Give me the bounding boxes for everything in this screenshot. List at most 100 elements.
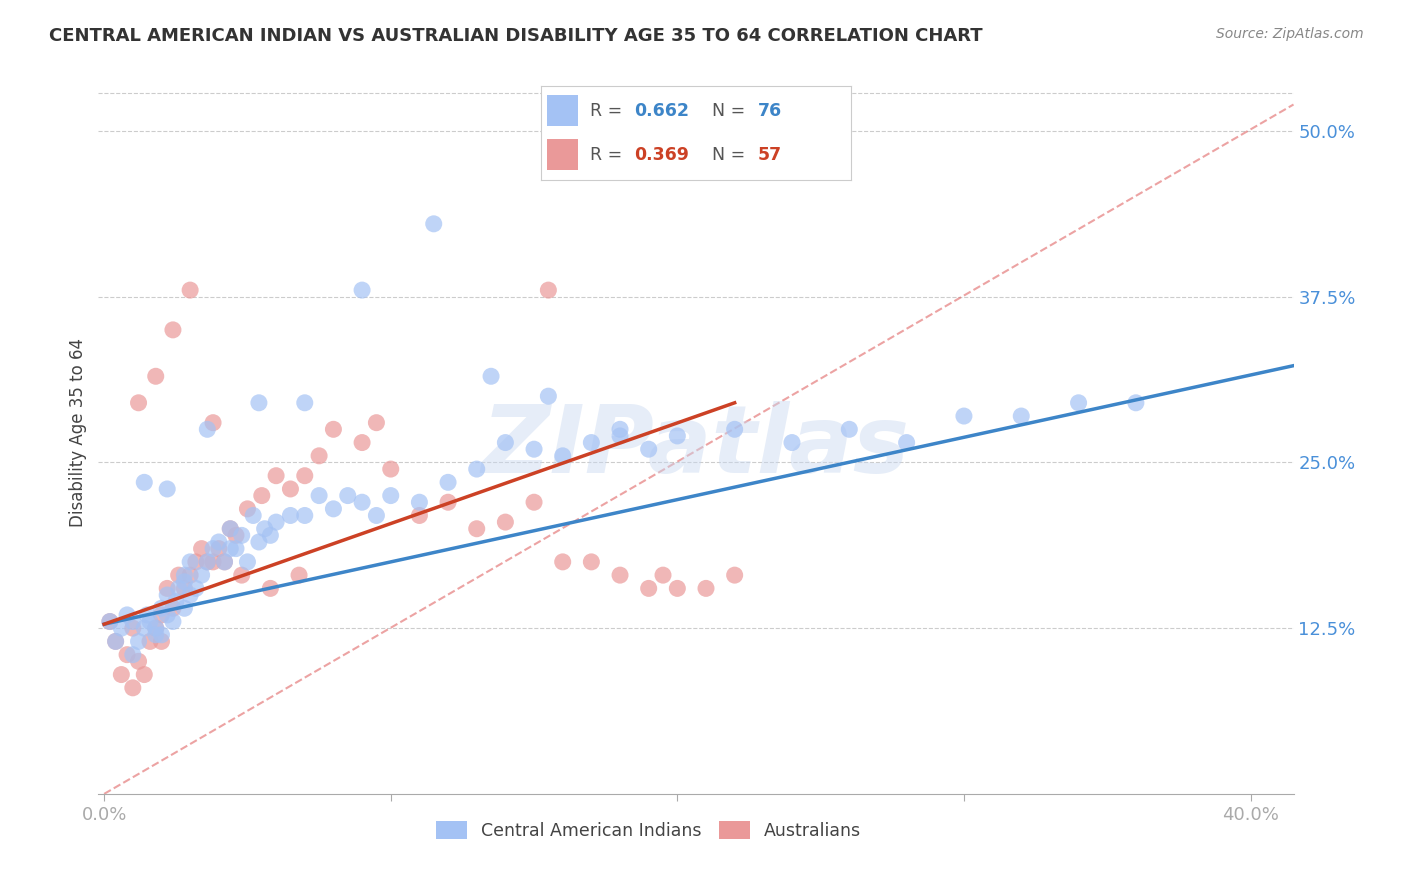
- Text: Source: ZipAtlas.com: Source: ZipAtlas.com: [1216, 27, 1364, 41]
- Point: [150, 607, 173, 622]
- Point: [259, 582, 281, 596]
- Point: [145, 628, 167, 642]
- Point: [247, 535, 270, 549]
- Point: [294, 396, 316, 410]
- Point: [336, 489, 359, 503]
- Point: [288, 568, 311, 582]
- Point: [195, 555, 218, 569]
- Point: [637, 582, 659, 596]
- Point: [121, 681, 143, 695]
- Point: [219, 541, 242, 556]
- Point: [366, 416, 388, 430]
- Point: [280, 508, 302, 523]
- Point: [780, 435, 803, 450]
- Point: [280, 482, 302, 496]
- Point: [219, 522, 242, 536]
- Point: [953, 409, 976, 423]
- Point: [465, 522, 488, 536]
- Point: [294, 508, 316, 523]
- Point: [104, 634, 127, 648]
- Point: [128, 396, 150, 410]
- Point: [195, 422, 218, 436]
- Point: [150, 601, 173, 615]
- Point: [352, 435, 374, 450]
- Point: [264, 468, 287, 483]
- Point: [236, 501, 259, 516]
- Point: [128, 654, 150, 668]
- Point: [190, 568, 212, 582]
- Point: [134, 621, 156, 635]
- Point: [494, 435, 516, 450]
- Point: [896, 435, 918, 450]
- Point: [609, 422, 631, 436]
- Point: [156, 607, 179, 622]
- Text: CENTRAL AMERICAN INDIAN VS AUSTRALIAN DISABILITY AGE 35 TO 64 CORRELATION CHART: CENTRAL AMERICAN INDIAN VS AUSTRALIAN DI…: [49, 27, 983, 45]
- Point: [264, 515, 287, 529]
- Point: [150, 628, 173, 642]
- Point: [202, 555, 225, 569]
- Point: [231, 528, 253, 542]
- Point: [136, 607, 159, 622]
- Point: [838, 422, 860, 436]
- Point: [214, 555, 236, 569]
- Point: [352, 495, 374, 509]
- Point: [322, 422, 344, 436]
- Text: ZIPatlas: ZIPatlas: [482, 401, 910, 493]
- Point: [195, 555, 218, 569]
- Point: [666, 582, 689, 596]
- Point: [145, 621, 167, 635]
- Point: [202, 541, 225, 556]
- Point: [247, 396, 270, 410]
- Point: [609, 568, 631, 582]
- Point: [380, 462, 402, 476]
- Point: [322, 501, 344, 516]
- Point: [156, 582, 179, 596]
- Point: [352, 283, 374, 297]
- Point: [145, 621, 167, 635]
- Point: [1125, 396, 1147, 410]
- Point: [494, 515, 516, 529]
- Point: [422, 217, 444, 231]
- Point: [202, 416, 225, 430]
- Point: [724, 568, 747, 582]
- Point: [173, 574, 195, 589]
- Point: [115, 648, 138, 662]
- Point: [179, 283, 201, 297]
- Point: [150, 634, 173, 648]
- Point: [308, 489, 330, 503]
- Y-axis label: Disability Age 35 to 64: Disability Age 35 to 64: [69, 338, 87, 527]
- Point: [408, 495, 430, 509]
- Point: [666, 429, 689, 443]
- Point: [134, 667, 156, 681]
- Point: [184, 582, 207, 596]
- Point: [380, 489, 402, 503]
- Point: [437, 495, 460, 509]
- Point: [173, 568, 195, 582]
- Point: [523, 442, 546, 457]
- Legend: Central American Indians, Australians: Central American Indians, Australians: [429, 814, 868, 847]
- Point: [523, 495, 546, 509]
- Point: [294, 468, 316, 483]
- Point: [242, 508, 264, 523]
- Point: [479, 369, 502, 384]
- Point: [165, 594, 187, 608]
- Point: [162, 323, 184, 337]
- Point: [581, 555, 603, 569]
- Point: [308, 449, 330, 463]
- Point: [156, 588, 179, 602]
- Point: [219, 522, 242, 536]
- Point: [110, 667, 132, 681]
- Point: [214, 555, 236, 569]
- Point: [259, 528, 281, 542]
- Point: [537, 283, 560, 297]
- Point: [179, 588, 201, 602]
- Point: [139, 615, 162, 629]
- Point: [581, 435, 603, 450]
- Point: [184, 555, 207, 569]
- Point: [134, 475, 156, 490]
- Point: [225, 541, 247, 556]
- Point: [128, 634, 150, 648]
- Point: [225, 528, 247, 542]
- Point: [139, 634, 162, 648]
- Point: [173, 582, 195, 596]
